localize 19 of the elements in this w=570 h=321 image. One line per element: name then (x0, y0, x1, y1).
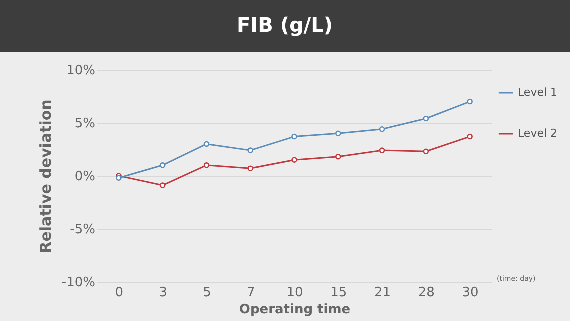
x-tick-label: 0 (115, 286, 124, 300)
x-tick-label: 3 (159, 286, 168, 300)
y-axis-title: Relative deviation (36, 100, 55, 254)
y-tick-label: -5% (70, 222, 96, 238)
x-tick-label: 10 (286, 286, 304, 300)
x-tick-label: 7 (246, 286, 256, 300)
x-tick-label: 5 (203, 286, 212, 300)
x-tick-label: 21 (374, 286, 392, 300)
x-tick-label: 15 (330, 286, 348, 300)
y-tick-label: 0% (74, 170, 96, 184)
x-tick-label: 30 (462, 286, 479, 300)
y-tick-label: 5% (74, 116, 96, 132)
y-tick-label: 10% (66, 64, 96, 78)
legend-label: Level 2 (518, 127, 558, 140)
chart-title: FIB (g/L) (237, 13, 333, 37)
y-tick-label: -10% (62, 276, 96, 290)
legend-label: Level 1 (518, 86, 558, 99)
x-tick-label: 28 (418, 286, 435, 300)
x-axis-title: Operating time (239, 302, 351, 318)
